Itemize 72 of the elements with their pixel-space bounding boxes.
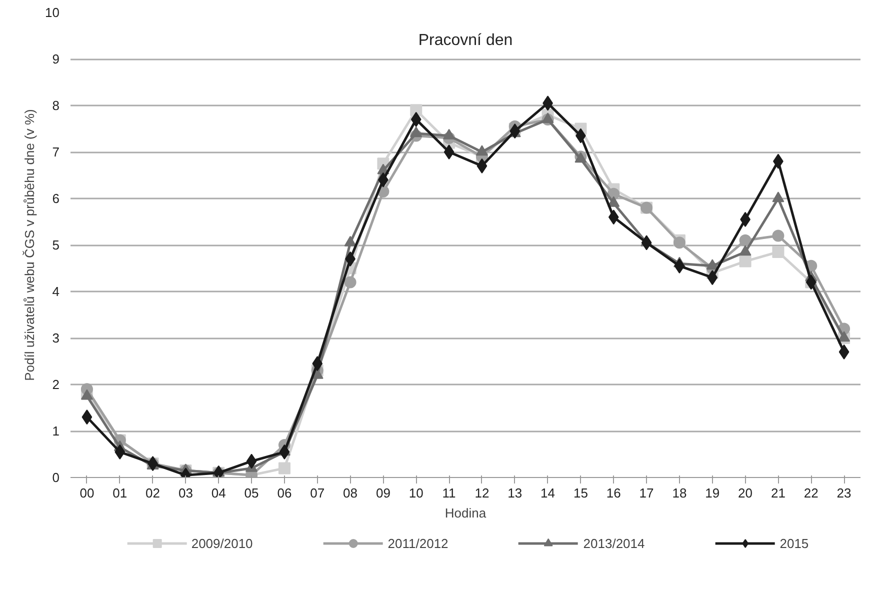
point: [673, 236, 686, 249]
x-tick-label: 20: [738, 486, 753, 500]
legend-label: 2011/2012: [388, 536, 448, 550]
legend-label: 2013/2014: [583, 536, 645, 550]
point: [278, 462, 290, 474]
point: [246, 454, 257, 469]
point: [344, 236, 356, 246]
x-tick-label: 16: [606, 486, 621, 500]
y-tick-label: 2: [52, 377, 60, 392]
point: [707, 270, 718, 286]
x-tick-label: 23: [836, 486, 852, 500]
point: [772, 246, 784, 258]
point: [476, 145, 488, 156]
point: [739, 234, 752, 246]
point: [706, 259, 718, 270]
y-tick-label: 4: [52, 284, 60, 299]
x-tick-label: 10: [408, 486, 424, 500]
x-tick-label: 04: [211, 486, 226, 500]
x-tick-label: 08: [343, 486, 358, 500]
y-axis-title: Podíl uživatelů webu ČGS v průběhu dne (v %): [22, 109, 38, 381]
point: [674, 258, 685, 274]
point: [608, 210, 619, 225]
point: [476, 158, 488, 174]
point: [82, 410, 92, 425]
x-tick-label: 01: [112, 486, 128, 500]
x-tick-label: 22: [804, 486, 818, 500]
point: [739, 255, 752, 268]
y-tick-label: 7: [52, 144, 60, 160]
point: [510, 124, 520, 139]
point: [443, 128, 456, 140]
y-tick-label: 8: [52, 98, 60, 113]
y-tick-label: 3: [52, 330, 60, 346]
point: [410, 126, 422, 138]
point: [312, 356, 323, 372]
x-axis-title: Hodina: [444, 506, 487, 520]
point: [608, 196, 620, 207]
x-tick-label: 14: [540, 486, 556, 500]
y-tick-label: 5: [52, 238, 60, 252]
x-tick-label: 11: [442, 486, 456, 500]
point: [641, 235, 652, 250]
legend-label: 2009/2010: [191, 536, 253, 550]
x-tick-label: 17: [639, 486, 654, 500]
point: [279, 444, 290, 460]
x-tick-label: 02: [146, 486, 160, 500]
point: [344, 276, 356, 288]
point: [838, 344, 850, 360]
x-tick-label: 18: [672, 486, 687, 500]
x-tick-label: 09: [376, 486, 390, 500]
text: Pracovní den: [418, 32, 513, 49]
x-tick-label: 13: [508, 486, 522, 500]
point: [739, 245, 752, 256]
x-tick-label: 03: [178, 486, 193, 500]
point: [410, 104, 422, 116]
x-tick-label: 12: [474, 486, 490, 500]
point: [114, 444, 126, 460]
x-tick-label: 07: [310, 486, 325, 500]
x-tick-label: 06: [277, 486, 292, 500]
legend-label: 2015: [780, 536, 809, 550]
x-tick-label: 15: [573, 486, 588, 500]
x-tick-label: 21: [770, 486, 786, 500]
point: [410, 112, 422, 127]
y-tick-label: 9: [52, 52, 60, 66]
y-tick-label: 6: [52, 191, 60, 206]
point: [772, 192, 784, 202]
point: [772, 230, 784, 242]
point: [444, 144, 454, 160]
y-tick-label: 0: [52, 470, 60, 485]
x-tick-label: 05: [244, 486, 259, 500]
x-tick-label: 19: [705, 486, 720, 500]
x-tick-label: 00: [80, 486, 94, 500]
y-tick-label: 1: [52, 424, 60, 438]
y-tick-label: 10: [45, 5, 60, 20]
